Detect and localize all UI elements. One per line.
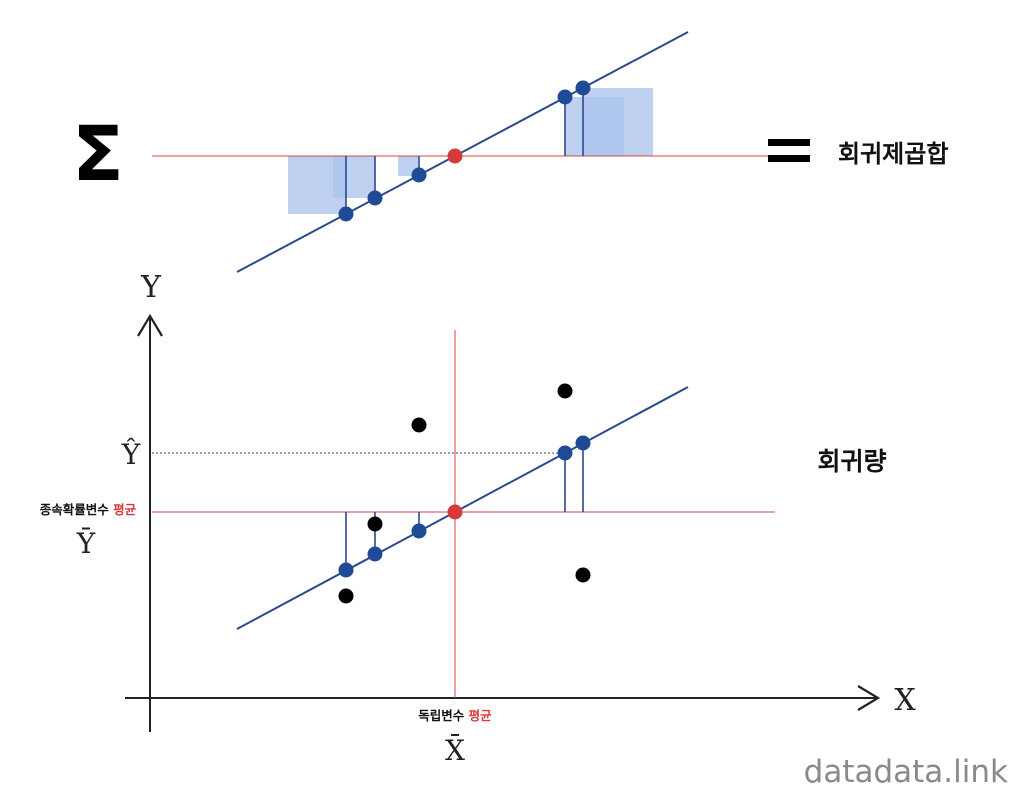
top-panel: Σ 회귀제곱합 <box>72 31 948 273</box>
x-axis-arrow-icon <box>857 685 881 711</box>
top-regression-line <box>236 31 689 273</box>
x-mean-caption: 독립변수 평균 <box>418 708 492 723</box>
observed-point-2 <box>367 516 383 532</box>
bottom-panel: Y X Ŷ 종속확률변수 평균 <box>40 270 917 767</box>
top-fitted-point-5 <box>575 80 591 96</box>
bottom-fitted-point-1 <box>338 562 354 578</box>
square-2 <box>333 156 375 198</box>
y-axis-arrow-icon <box>137 313 163 337</box>
observed-point-4 <box>557 383 573 399</box>
x-mean-caption-accent: 평균 <box>469 708 493 723</box>
regression-amount-label: 회귀량 <box>817 447 886 476</box>
x-bar-label: X̄ <box>445 733 465 767</box>
top-fitted-point-1 <box>338 206 354 222</box>
y-mean-caption-accent: 평균 <box>113 502 137 517</box>
x-axis-label: X <box>894 683 916 718</box>
y-axis-label: Y <box>140 270 162 305</box>
observed-point-3 <box>411 417 427 433</box>
bottom-fitted-point-4 <box>557 445 573 461</box>
top-fitted-point-4 <box>557 89 573 105</box>
bottom-fitted-point-3 <box>411 523 427 539</box>
bottom-fitted-point-2 <box>367 546 383 562</box>
bottom-mean-point <box>447 504 463 520</box>
sigma-symbol: Σ <box>72 109 124 198</box>
observed-point-5 <box>575 567 591 583</box>
top-mean-point <box>447 148 463 164</box>
top-fitted-point-2 <box>367 190 383 206</box>
observed-point-1 <box>338 588 354 604</box>
square-5 <box>583 88 653 156</box>
watermark: datadata.link <box>804 754 1008 790</box>
top-fitted-point-3 <box>411 167 427 183</box>
regression-sum-of-squares-label: 회귀제곱합 <box>838 140 948 168</box>
bottom-regression-line <box>236 386 689 630</box>
y-mean-caption: 종속확률변수 평균 <box>40 502 137 517</box>
bottom-fitted-point-5 <box>575 435 591 451</box>
y-bar-label: Ȳ <box>76 527 96 560</box>
x-mean-caption-text: 독립변수 <box>418 708 465 723</box>
equals-sign <box>768 139 810 162</box>
y-hat-label: Ŷ <box>121 438 141 471</box>
y-mean-caption-text: 종속확률변수 <box>40 502 110 517</box>
